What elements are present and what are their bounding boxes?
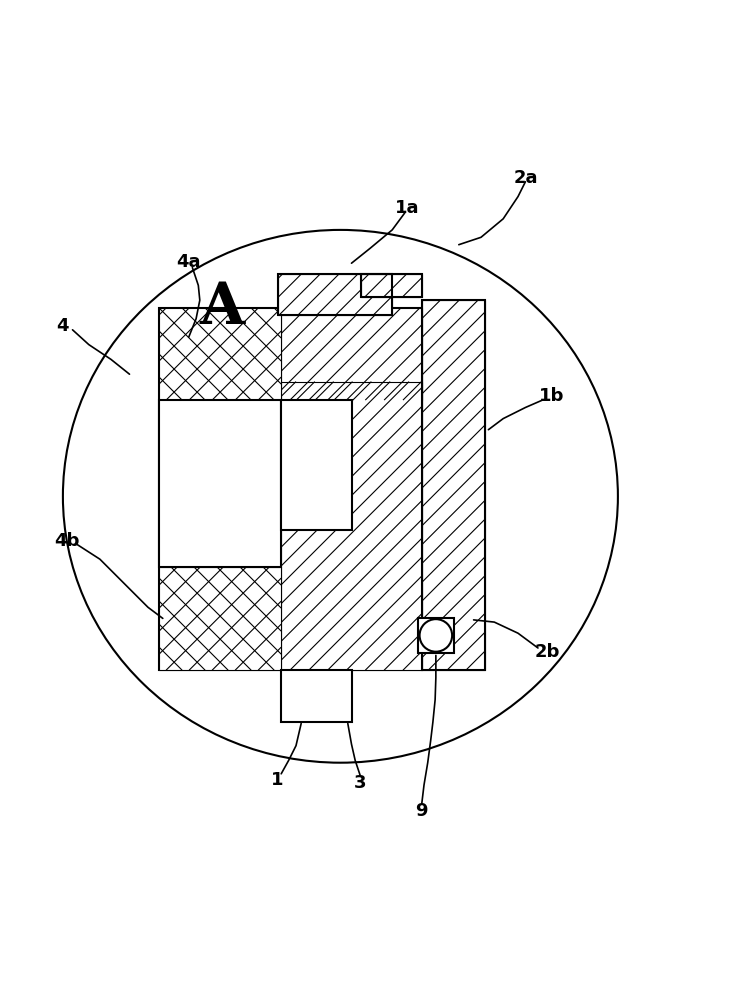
Bar: [422, 300, 485, 670]
Text: 1: 1: [272, 771, 283, 789]
Text: 4b: 4b: [54, 532, 79, 550]
Bar: [159, 567, 281, 670]
Text: 2b: 2b: [535, 643, 560, 661]
Bar: [159, 308, 422, 670]
Bar: [159, 308, 281, 400]
Bar: [281, 382, 422, 670]
Text: 4a: 4a: [176, 253, 201, 271]
Text: 9: 9: [416, 802, 428, 820]
Text: 2a: 2a: [513, 169, 538, 187]
Text: 1a: 1a: [394, 199, 420, 217]
Bar: [418, 618, 454, 653]
Text: 4: 4: [57, 317, 69, 335]
Circle shape: [420, 619, 452, 652]
Text: 3: 3: [354, 774, 366, 792]
Bar: [281, 308, 422, 400]
Bar: [281, 400, 352, 530]
Bar: [159, 400, 281, 567]
Bar: [422, 300, 485, 670]
Text: A: A: [199, 280, 245, 336]
Bar: [361, 274, 422, 296]
Text: 1b: 1b: [539, 387, 564, 405]
Bar: [278, 274, 392, 315]
Bar: [278, 274, 392, 315]
Bar: [361, 274, 422, 296]
Bar: [281, 670, 352, 722]
